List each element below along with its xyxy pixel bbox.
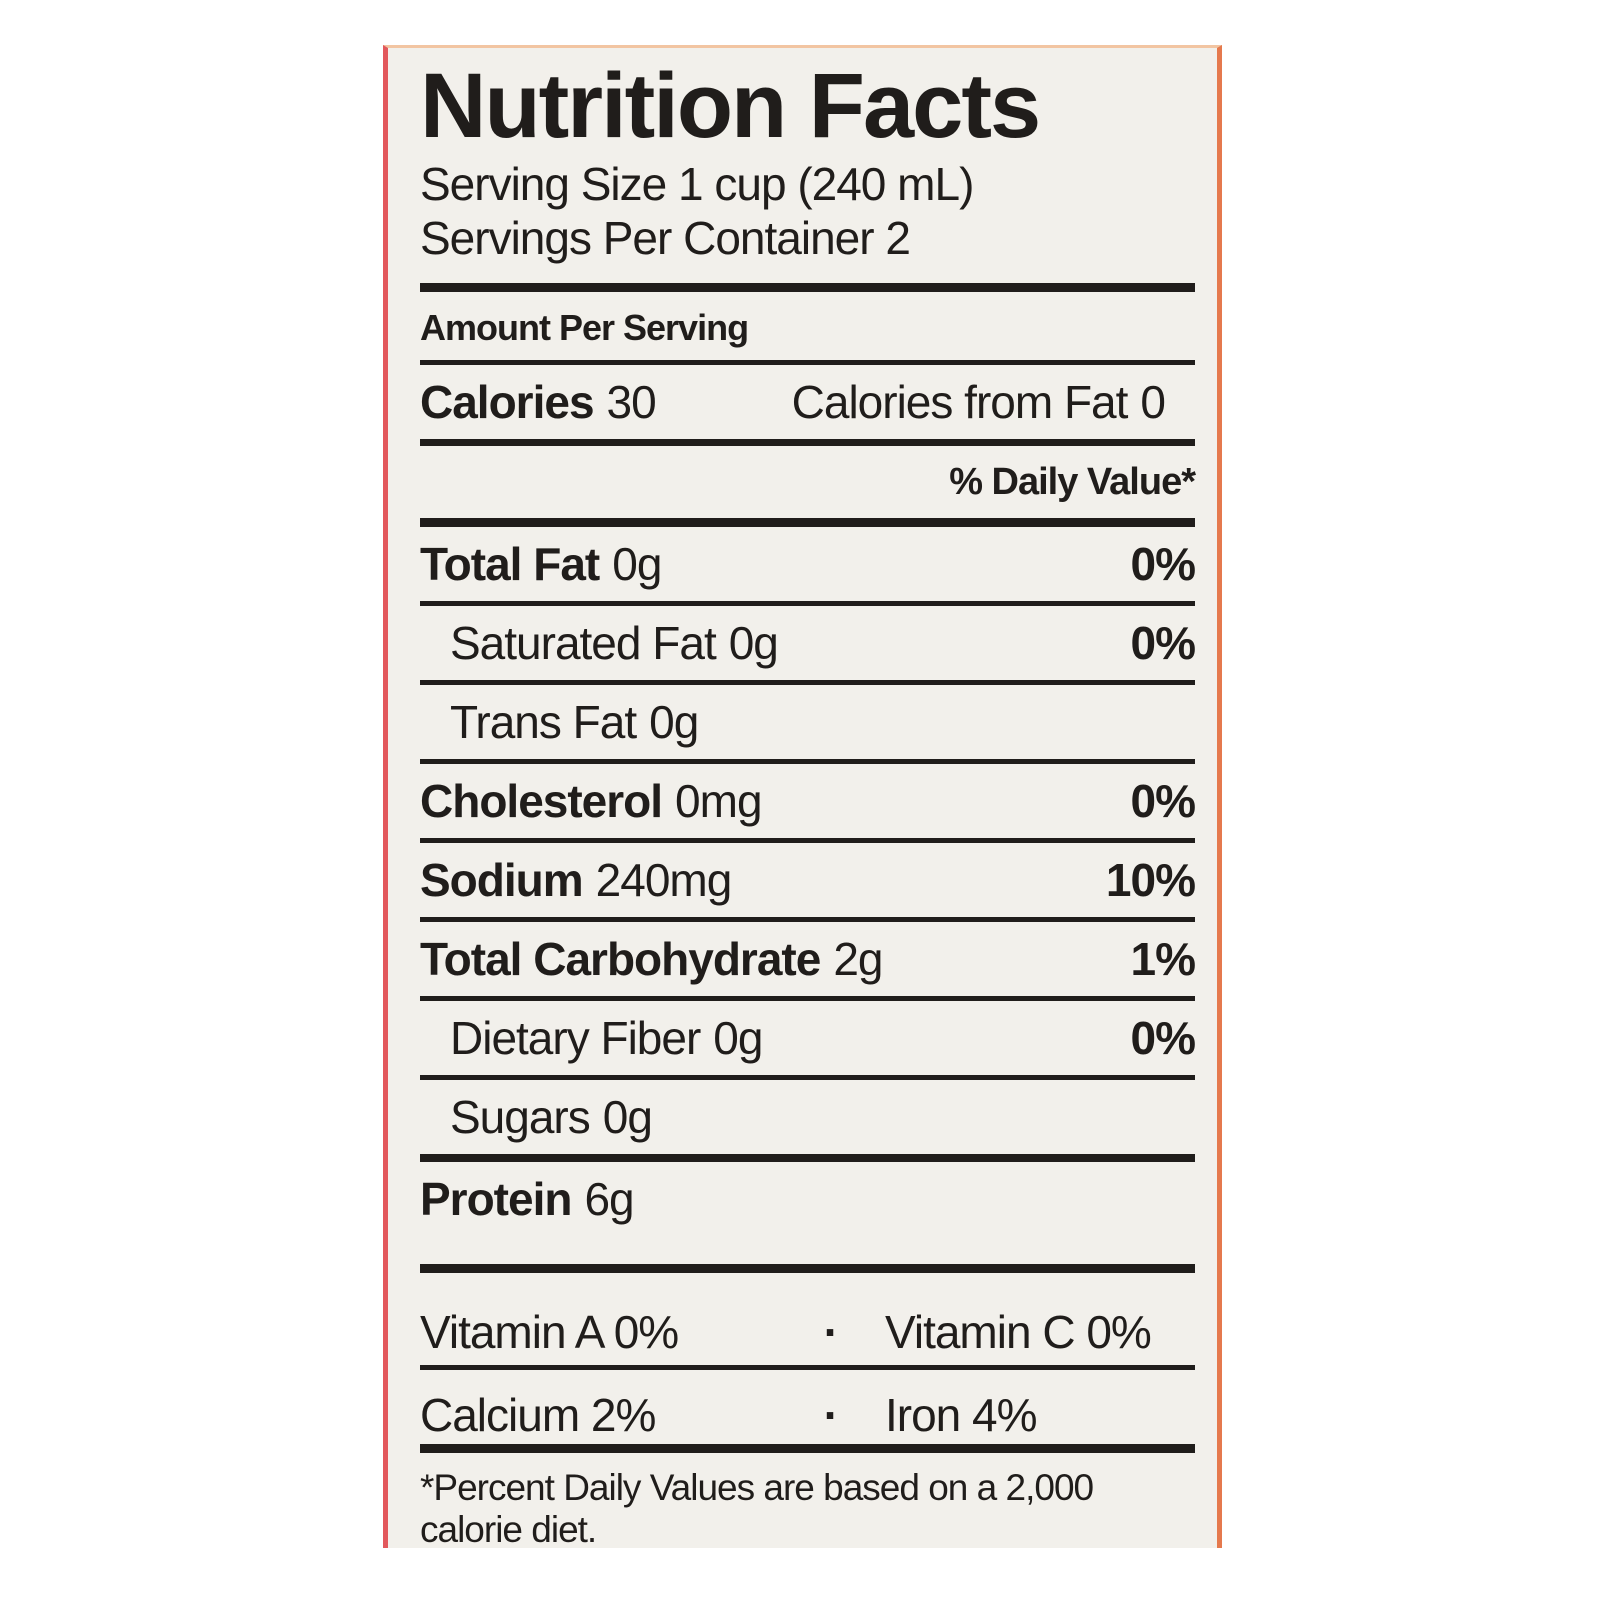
nutrient-name: Sodium bbox=[420, 854, 584, 906]
nutrient-dv: 10% bbox=[1105, 854, 1196, 906]
nutrient-dv: 0% bbox=[1130, 1012, 1196, 1064]
nutrient-row-protein: Protein 6g bbox=[420, 1162, 1195, 1236]
micronutrient-right: Vitamin C 0% bbox=[885, 1306, 1152, 1358]
nutrient-name: Protein bbox=[420, 1173, 572, 1225]
nutrient-dv: 1% bbox=[1130, 933, 1196, 985]
nutrient-amount: 0g bbox=[713, 1012, 763, 1064]
label-title: Nutrition Facts bbox=[420, 55, 1041, 157]
nutrient-name: Saturated Fat bbox=[450, 617, 717, 669]
divider-thin bbox=[420, 838, 1195, 843]
micronutrient-right: Iron 4% bbox=[885, 1389, 1038, 1441]
divider-thin bbox=[420, 759, 1195, 764]
calories-from-fat: Calories from Fat 0 bbox=[792, 375, 1195, 429]
nutrient-row-total-carbohydrate: Total Carbohydrate 2g 1% bbox=[420, 922, 1196, 996]
nutrient-amount: 0g bbox=[612, 538, 662, 590]
nutrient-amount: 240mg bbox=[595, 854, 733, 906]
calories-row: Calories 30 Calories from Fat 0 bbox=[420, 375, 1195, 429]
nutrient-dv: 0% bbox=[1130, 775, 1196, 827]
divider-thin bbox=[420, 1075, 1195, 1080]
nutrient-amount: 2g bbox=[833, 933, 883, 985]
nutrient-row-total-fat: Total Fat 0g 0% bbox=[420, 527, 1196, 601]
nutrient-amount: 0g bbox=[728, 617, 779, 669]
divider-thick bbox=[420, 518, 1195, 527]
divider-thick bbox=[420, 1264, 1195, 1273]
nutrient-row-cholesterol: Cholesterol 0mg 0% bbox=[420, 764, 1196, 838]
nutrient-name: Trans Fat bbox=[450, 696, 637, 748]
nutrient-amount: 0g bbox=[649, 696, 699, 748]
divider-thin bbox=[420, 360, 1195, 365]
divider-medium bbox=[420, 439, 1195, 446]
nutrient-row-trans-fat: Trans Fat 0g bbox=[420, 685, 1195, 759]
nutrient-dv: 0% bbox=[1130, 538, 1196, 590]
nutrient-name: Cholesterol bbox=[420, 775, 663, 827]
nutrient-name: Total Fat bbox=[420, 538, 600, 590]
nutrient-dv: 0% bbox=[1130, 617, 1196, 669]
amount-per-serving-heading: Amount Per Serving bbox=[420, 307, 749, 348]
dot-separator: · bbox=[823, 1389, 839, 1441]
micronutrient-left: Calcium 2% bbox=[420, 1389, 656, 1441]
servings-per-container-line: Servings Per Container 2 bbox=[420, 212, 911, 264]
nutrient-amount: 0g bbox=[602, 1091, 653, 1143]
calories-value: Calories 30 bbox=[420, 375, 657, 429]
divider-thick bbox=[420, 283, 1195, 292]
dot-separator: · bbox=[823, 1306, 839, 1358]
nutrient-row-saturated-fat: Saturated Fat 0g 0% bbox=[420, 606, 1196, 680]
divider-thin bbox=[420, 917, 1195, 922]
calories-from-fat-label: Calories from Fat bbox=[791, 376, 1129, 428]
nutrient-amount: 0mg bbox=[675, 775, 762, 827]
divider-thin bbox=[420, 1365, 1195, 1370]
nutrient-amount: 6g bbox=[584, 1173, 634, 1225]
daily-value-footnote: *Percent Daily Values are based on a 2,0… bbox=[420, 1467, 1094, 1550]
nutrient-name: Dietary Fiber bbox=[450, 1012, 701, 1064]
divider-thick bbox=[420, 1444, 1195, 1453]
micronutrient-row-vitamins: Vitamin A 0% · Vitamin C 0% bbox=[420, 1273, 1195, 1365]
divider-medium bbox=[420, 1154, 1195, 1162]
nutrient-name: Total Carbohydrate bbox=[420, 933, 821, 985]
calories-from-fat-number: 0 bbox=[1140, 376, 1166, 428]
divider-thin bbox=[420, 601, 1195, 606]
daily-value-header: % Daily Value* bbox=[949, 461, 1196, 503]
divider-thin bbox=[420, 996, 1195, 1001]
nutrition-facts-label: Nutrition Facts Serving Size 1 cup (240 … bbox=[383, 45, 1222, 1550]
spacer bbox=[420, 1236, 1195, 1264]
nutrient-row-sugars: Sugars 0g bbox=[420, 1080, 1195, 1154]
serving-size-line: Serving Size 1 cup (240 mL) bbox=[420, 158, 974, 210]
nutrient-name: Sugars bbox=[450, 1091, 591, 1143]
micronutrient-row-minerals: Calcium 2% · Iron 4% bbox=[420, 1370, 1195, 1444]
nutrient-row-sodium: Sodium 240mg 10% bbox=[420, 843, 1196, 917]
calories-number: 30 bbox=[606, 376, 657, 428]
divider-thin bbox=[420, 680, 1195, 685]
micronutrient-left: Vitamin A 0% bbox=[420, 1306, 679, 1358]
nutrient-row-dietary-fiber: Dietary Fiber 0g 0% bbox=[420, 1001, 1196, 1075]
calories-label: Calories bbox=[420, 376, 595, 428]
